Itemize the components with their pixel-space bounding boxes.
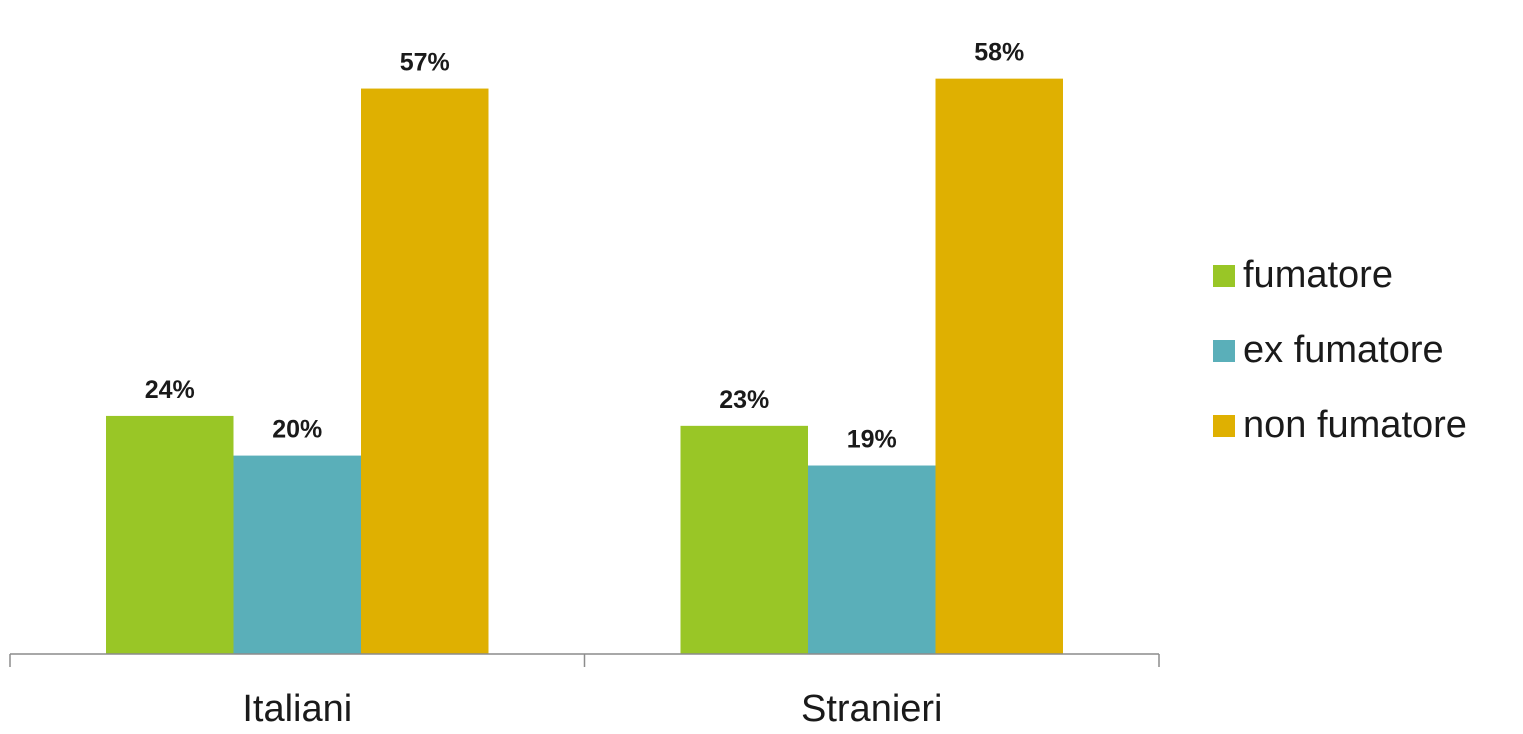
data-label: 23% bbox=[719, 386, 769, 414]
bar-ex-fumatore-italiani bbox=[233, 455, 361, 654]
data-label: 24% bbox=[145, 376, 195, 404]
legend-label: fumatore bbox=[1243, 254, 1393, 296]
category-labels-group: Italiani Stranieri bbox=[242, 688, 942, 730]
bars-group bbox=[106, 78, 1063, 654]
data-label: 57% bbox=[400, 49, 450, 77]
legend: fumatore ex fumatore non fumatore bbox=[1213, 238, 1467, 463]
x-tick-label: Stranieri bbox=[801, 688, 943, 730]
value-labels-group: 24% 20% 57% 23% 19% 58% bbox=[145, 39, 1025, 454]
legend-label: non fumatore bbox=[1243, 404, 1467, 446]
bar-ex-fumatore-stranieri bbox=[808, 465, 936, 654]
x-axis bbox=[9, 653, 1160, 667]
bar-non-fumatore-italiani bbox=[361, 88, 489, 654]
data-label: 20% bbox=[272, 416, 322, 444]
data-label: 58% bbox=[974, 39, 1024, 67]
bar-fumatore-italiani bbox=[106, 415, 234, 654]
legend-swatch bbox=[1213, 264, 1235, 287]
legend-item-non-fumatore: non fumatore bbox=[1213, 388, 1467, 463]
bar-fumatore-stranieri bbox=[680, 425, 808, 654]
data-label: 19% bbox=[847, 426, 897, 454]
legend-item-fumatore: fumatore bbox=[1213, 238, 1467, 313]
legend-swatch bbox=[1213, 339, 1235, 362]
legend-item-ex-fumatore: ex fumatore bbox=[1213, 313, 1467, 388]
legend-label: ex fumatore bbox=[1243, 329, 1444, 371]
x-tick-label: Italiani bbox=[242, 688, 352, 730]
bar-non-fumatore-stranieri bbox=[935, 78, 1063, 654]
legend-swatch bbox=[1213, 414, 1235, 437]
